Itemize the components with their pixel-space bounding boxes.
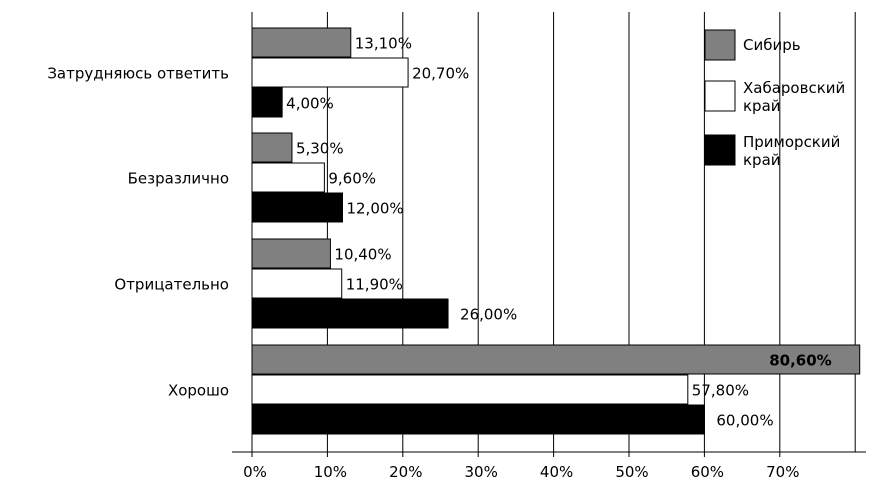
x-tick-label: 40% — [540, 463, 573, 481]
legend-swatch — [704, 29, 736, 61]
legend-label: Сибирь — [743, 36, 801, 54]
data-label: 12,00% — [346, 200, 403, 218]
data-label: 4,00% — [286, 95, 334, 113]
legend-swatch — [704, 134, 736, 166]
data-label: 60,00% — [716, 412, 773, 430]
legend: Сибирь Хабаровский край Приморский край — [704, 29, 845, 169]
x-tick-label: 70% — [766, 463, 799, 481]
x-tick-label: 10% — [314, 463, 347, 481]
x-tick-label: 0% — [243, 463, 267, 481]
legend-label: Хабаровский край — [743, 79, 845, 115]
bar-3-2 — [251, 192, 343, 223]
data-label: 20,70% — [412, 65, 469, 83]
category-label: Затрудняюсь ответить — [47, 65, 229, 83]
data-label: 11,90% — [346, 276, 403, 294]
category-label: Хорошо — [168, 382, 229, 400]
data-label: 9,60% — [328, 170, 376, 188]
bar-2-1 — [251, 57, 409, 88]
x-tick-label: 50% — [615, 463, 648, 481]
bar-3-1 — [251, 87, 283, 118]
bar-3-3 — [251, 298, 449, 329]
category-label: Безразлично — [128, 170, 229, 188]
x-tick-label: 20% — [389, 463, 422, 481]
bar-1-4 — [251, 344, 861, 375]
bar-1-3 — [251, 238, 331, 269]
x-axis: 0% 10% 20% 30% 40% 50% 60% 70% — [232, 12, 866, 481]
category-labels: Затрудняюсь ответить Безразлично Отрицател… — [47, 65, 229, 400]
legend-swatch — [704, 80, 736, 112]
data-label: 80,60% — [769, 352, 831, 370]
x-tick-label: 30% — [465, 463, 498, 481]
data-label: 10,40% — [334, 246, 391, 264]
data-label: 57,80% — [692, 382, 749, 400]
data-label: 26,00% — [460, 306, 517, 324]
bar-3-4 — [251, 404, 705, 435]
data-label: 13,10% — [355, 35, 412, 53]
data-labels: 13,10%20,70% 4,00% 5,30% 9,60% 12,00% 10,40% 1… — [286, 35, 832, 430]
legend-label: Приморский край — [743, 133, 840, 169]
category-label: Отрицательно — [114, 276, 229, 294]
bar-2-2 — [251, 162, 325, 193]
bars — [251, 27, 861, 435]
x-tick-label: 60% — [691, 463, 724, 481]
bar-2-4 — [251, 374, 689, 405]
bar-1-2 — [251, 132, 293, 163]
bar-1-1 — [251, 27, 352, 58]
bar-2-3 — [251, 268, 343, 299]
data-label: 5,30% — [296, 140, 344, 158]
